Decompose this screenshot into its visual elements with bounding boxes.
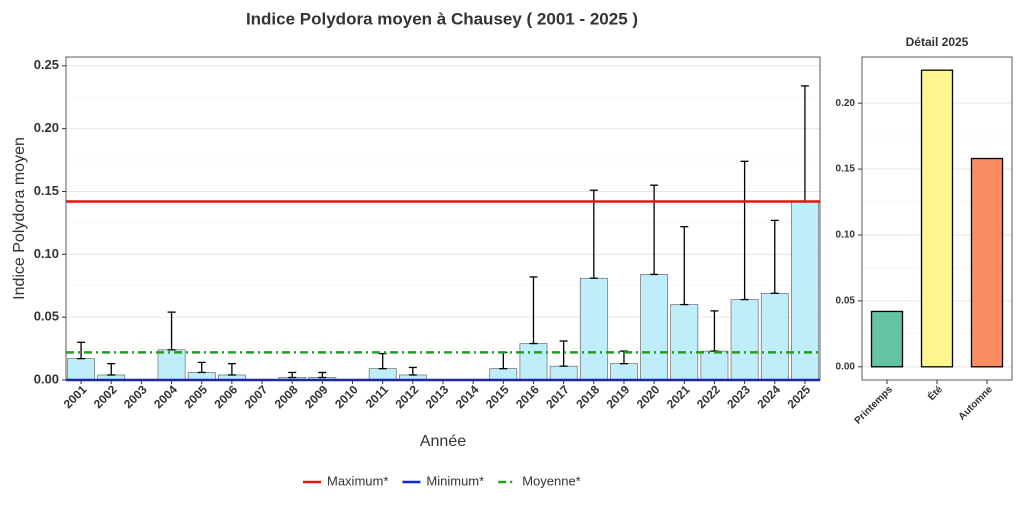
bar [489,368,518,381]
legend-item: Maximum* [303,473,388,488]
error-bar [227,363,236,376]
y-tick-label: 0.15 [34,183,59,198]
bar [640,274,668,381]
y-axis-label: Indice Polydora moyen [11,137,28,300]
bar [700,350,729,381]
y-tick-label: 0.05 [836,296,856,307]
y-tick-label: 0.05 [34,309,59,324]
legend-label: Moyenne* [522,473,581,488]
y-tick-label: 0.15 [836,164,856,175]
error-bar [408,366,417,376]
y-tick-label: 0.20 [34,120,59,135]
error-bar [650,184,659,276]
bar [549,365,578,381]
bar [519,343,548,381]
error-bar [378,352,387,370]
bar [760,292,789,381]
bar [730,299,759,381]
error-bar [710,310,719,352]
error-bar [740,160,749,301]
error-bar [589,189,598,279]
error-bar [680,226,689,306]
y-tick-label: 0.10 [34,246,59,261]
bar [610,363,638,381]
bar [870,310,904,368]
plot-border [65,56,821,381]
x-axis-label: Année [420,433,466,450]
error-bar [529,276,538,345]
y-tick-label: 0.00 [34,371,59,386]
legend-item: Minimum* [402,473,484,488]
error-bar [288,371,297,379]
bar [368,368,397,381]
legend-item: Moyenne* [498,473,581,488]
bar [670,304,699,381]
error-bar [559,340,568,367]
chart-title: Détail 2025 [906,35,969,49]
error-bar [197,361,206,374]
legend-label: Minimum* [426,473,484,488]
error-bar [167,311,176,351]
error-bar [770,219,779,294]
error-bar [107,363,116,376]
legend-label: Maximum* [327,473,388,488]
y-tick-label: 0.00 [836,361,856,372]
plot-panel [66,57,820,380]
y-tick-label: 0.10 [836,230,856,241]
bar [157,349,186,381]
y-tick-label: 0.20 [836,98,856,109]
plot-border [861,56,1013,381]
chart-title: Indice Polydora moyen à Chausey ( 2001 -… [246,9,638,28]
bar [970,157,1004,368]
error-bar [318,371,327,379]
bar [791,201,819,381]
bar [920,69,954,368]
y-tick-label: 0.25 [34,57,59,72]
bar [579,277,608,381]
error-bar [619,350,628,365]
error-bar [77,341,86,360]
bar [67,358,95,381]
